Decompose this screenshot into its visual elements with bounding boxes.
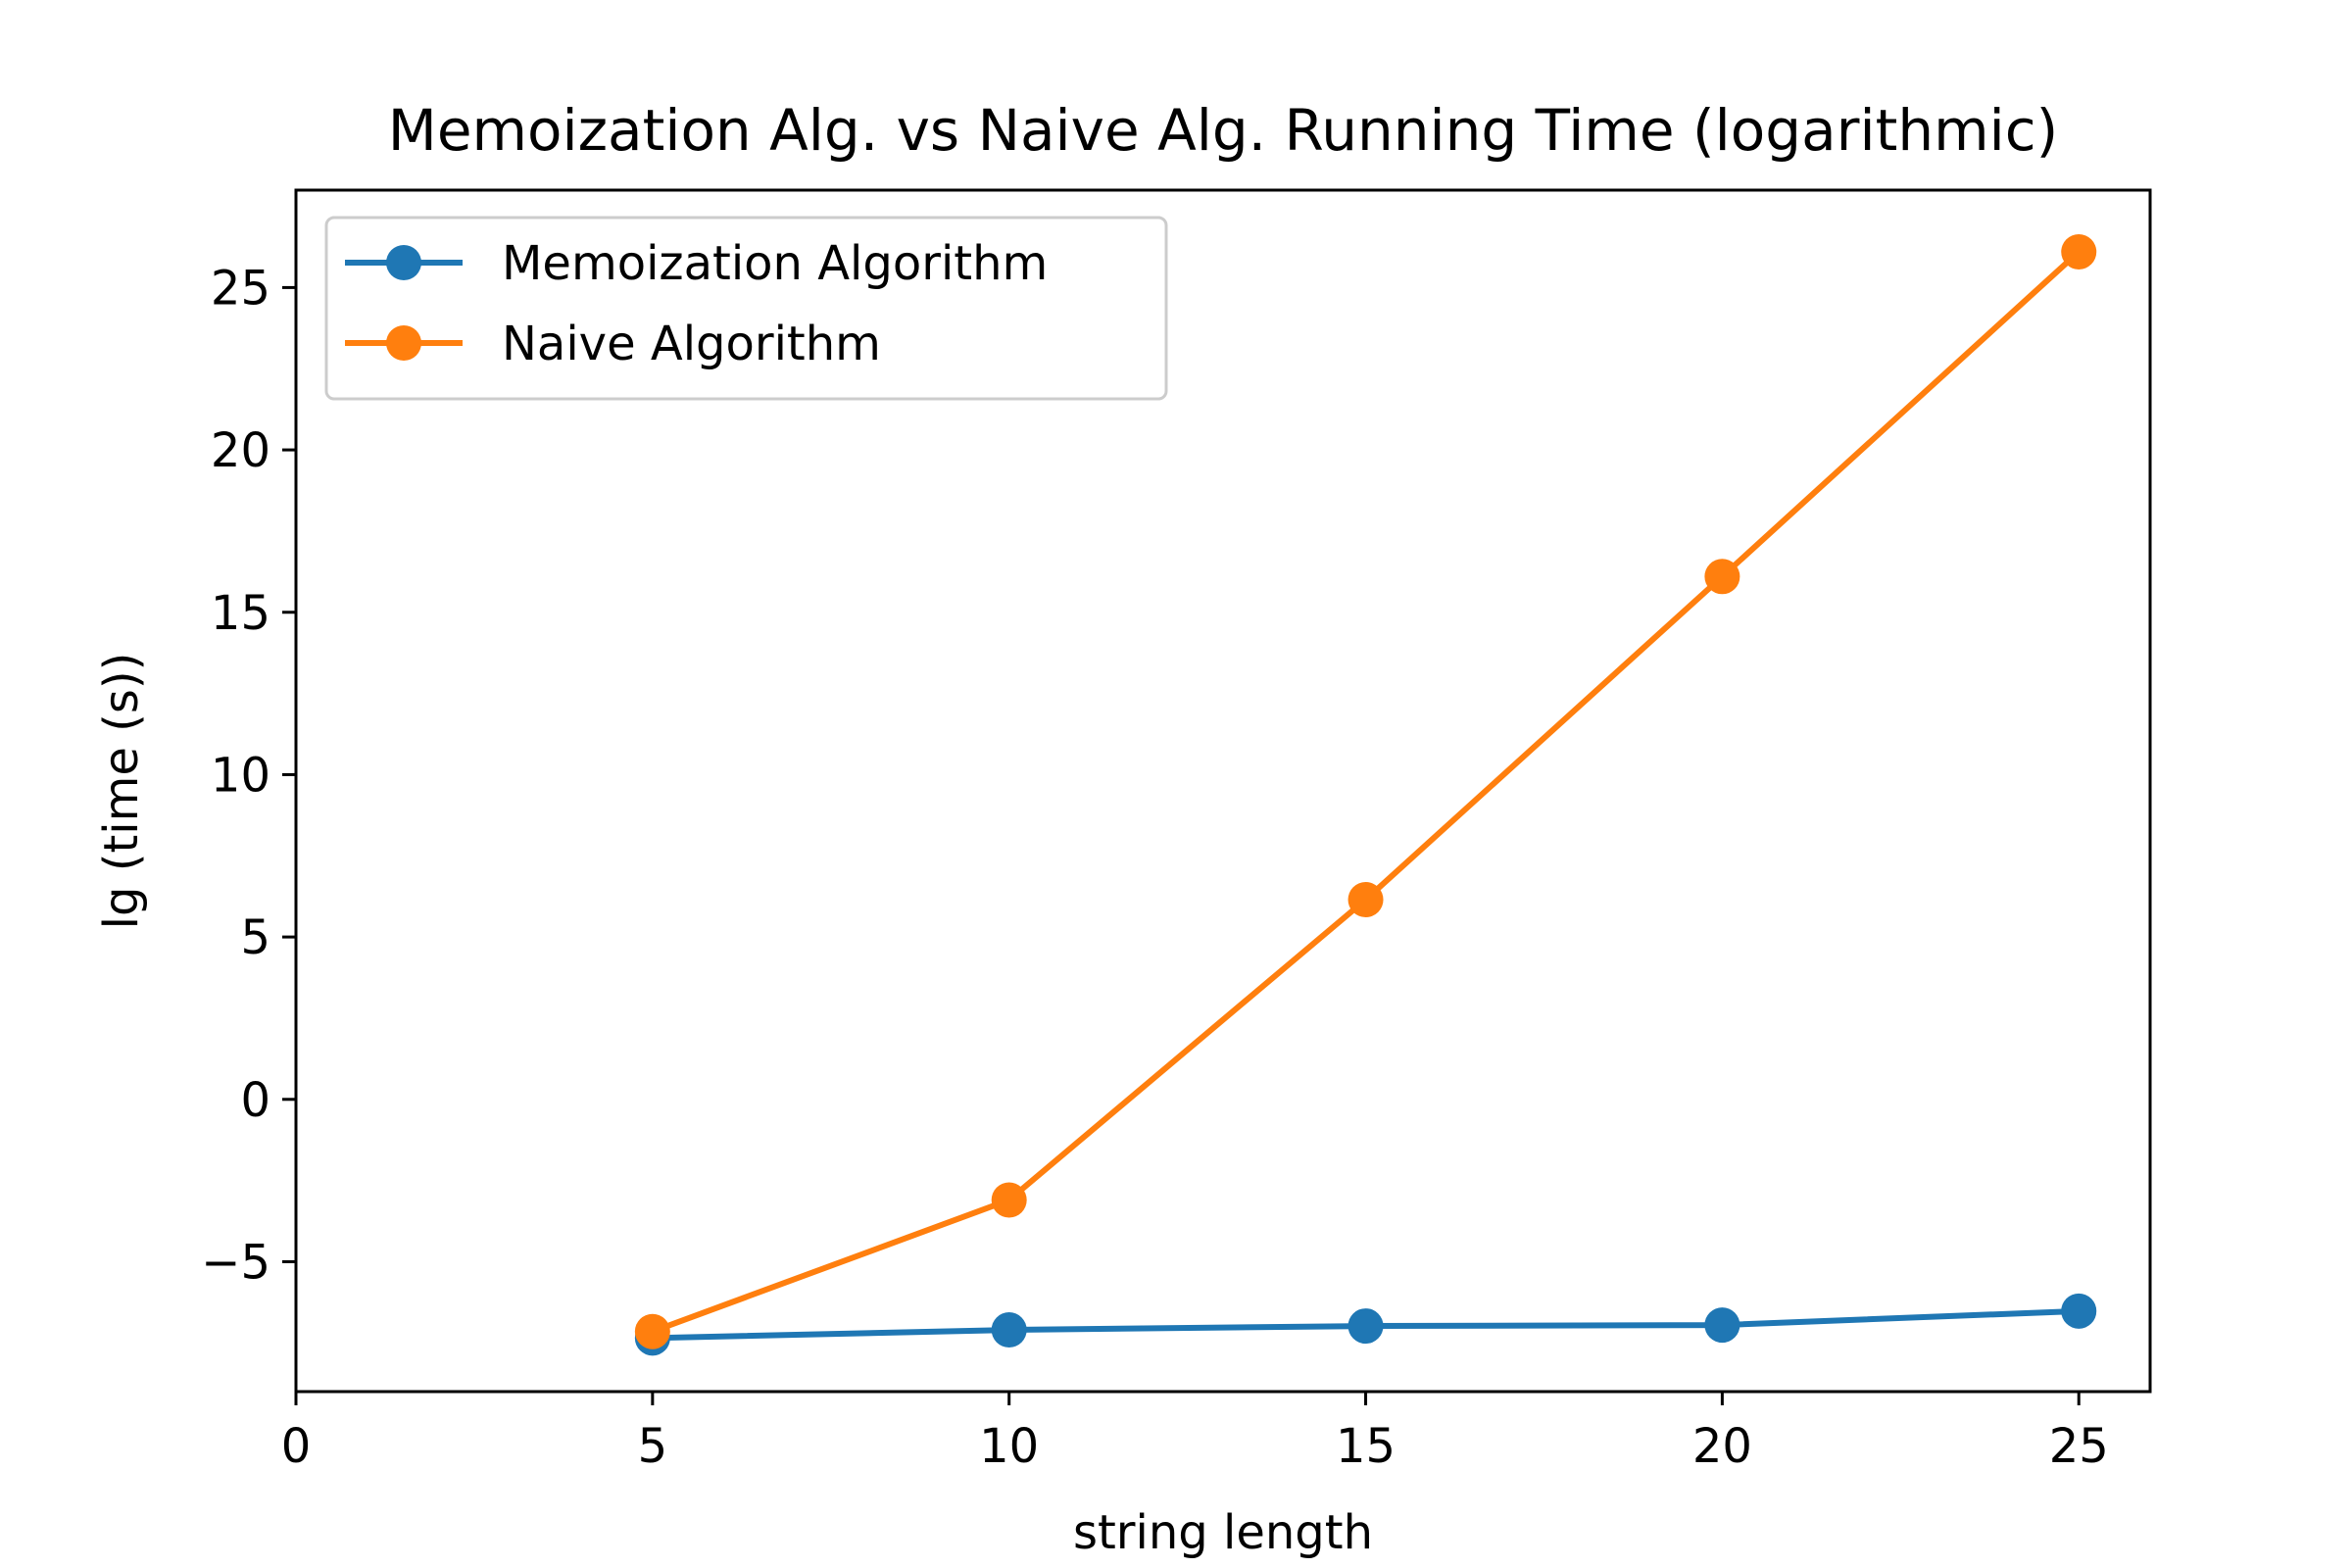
legend-entry: Naive Algorithm — [345, 317, 881, 371]
data-point — [1704, 559, 1740, 595]
data-point — [2061, 233, 2097, 270]
legend: Memoization Algorithm Naive Algorithm — [324, 216, 1168, 401]
y-axis-label: lg (time (s)) — [94, 653, 149, 930]
y-tick-label: 15 — [211, 586, 270, 641]
legend-frame — [324, 216, 1168, 401]
x-tick-label: 15 — [1336, 1419, 1396, 1474]
y-tick-label: −5 — [201, 1235, 270, 1290]
legend-items: Memoization Algorithm Naive Algorithm — [345, 236, 1048, 371]
data-point — [1348, 882, 1384, 918]
y-tick-label: 20 — [211, 423, 270, 478]
y-tick-label: 10 — [211, 748, 270, 803]
y-axis-ticks: −5 0 5 10 15 20 25 — [201, 261, 296, 1290]
legend-marker — [386, 245, 421, 280]
series-layer — [634, 233, 2097, 1356]
legend-label: Naive Algorithm — [502, 317, 881, 371]
plot-frame — [294, 188, 2152, 1394]
data-point — [1704, 1307, 1740, 1344]
y-tick-label: 0 — [240, 1073, 270, 1128]
legend-entry: Memoization Algorithm — [345, 236, 1048, 291]
x-axis-ticks: 0 5 10 15 20 25 — [281, 1392, 2109, 1474]
data-point — [1348, 1308, 1384, 1345]
series-1 — [634, 1293, 2097, 1356]
data-point — [991, 1182, 1027, 1218]
x-tick-label: 25 — [2049, 1419, 2109, 1474]
y-tick-label: 5 — [240, 910, 270, 965]
x-tick-label: 20 — [1692, 1419, 1752, 1474]
legend-label: Memoization Algorithm — [502, 236, 1048, 291]
plot-area — [294, 188, 2152, 1394]
x-tick-label: 5 — [638, 1419, 668, 1474]
data-point — [991, 1312, 1027, 1348]
x-axis-label: string length — [1073, 1505, 1373, 1560]
legend-marker — [386, 325, 421, 361]
x-tick-label: 10 — [979, 1419, 1039, 1474]
chart-title: Memoization Alg. vs Naive Alg. Running T… — [388, 97, 2058, 164]
data-point — [2061, 1293, 2097, 1329]
data-point — [634, 1313, 670, 1349]
x-tick-label: 0 — [281, 1419, 312, 1474]
series-2 — [634, 233, 2097, 1349]
y-tick-label: 25 — [211, 261, 270, 316]
